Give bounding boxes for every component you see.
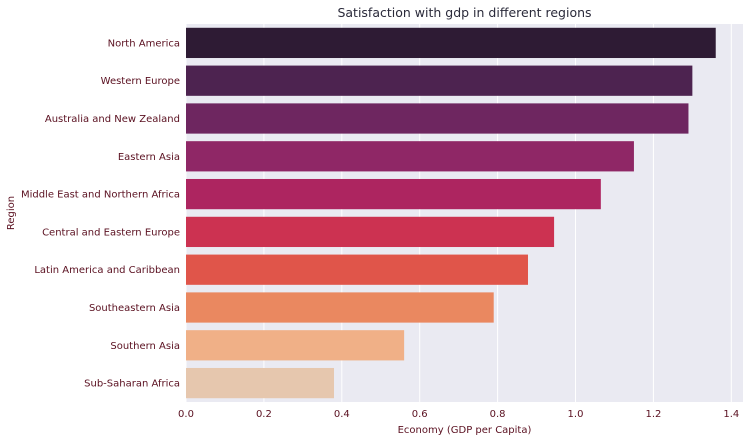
chart-title: Satisfaction with gdp in different regio…	[337, 5, 591, 20]
bar	[186, 27, 716, 59]
x-tick-label: 0.2	[256, 409, 272, 420]
bar	[186, 103, 689, 134]
bar	[186, 216, 555, 248]
y-tick-label: North America	[108, 38, 180, 49]
bar	[186, 254, 528, 285]
x-tick-label: 0.6	[412, 409, 428, 420]
bar	[186, 141, 634, 172]
x-tick-label: 0.0	[178, 409, 194, 420]
x-tick-label: 0.8	[490, 409, 506, 420]
x-tick-labels: 0.0 0.2 0.4 0.6 0.8 1.0 1.2 1.4	[178, 409, 739, 420]
bar	[186, 367, 335, 399]
y-tick-label: Western Europe	[101, 76, 180, 87]
y-tick-label: Southeastern Asia	[89, 303, 180, 314]
bar	[186, 330, 405, 361]
y-tick-label: Sub-Saharan Africa	[84, 379, 180, 390]
x-axis-title: Economy (GDP per Capita)	[398, 425, 532, 436]
y-tick-label: Australia and New Zealand	[45, 114, 180, 125]
x-tick-label: 1.0	[568, 409, 584, 420]
x-tick-label: 0.4	[334, 409, 350, 420]
bars	[186, 27, 716, 399]
bar	[186, 178, 601, 210]
y-tick-label: Latin America and Caribbean	[34, 265, 180, 276]
y-axis-title: Region	[6, 196, 17, 230]
x-tick-label: 1.4	[723, 409, 739, 420]
bar	[186, 292, 494, 323]
y-tick-label: Southern Asia	[110, 341, 180, 352]
bar	[186, 65, 693, 96]
x-tick-label: 1.2	[645, 409, 661, 420]
y-tick-label: Eastern Asia	[118, 152, 180, 163]
y-tick-label: Central and Eastern Europe	[42, 227, 180, 238]
y-tick-labels: North America Western Europe Australia and…	[21, 38, 180, 389]
y-tick-label: Middle East and Northern Africa	[21, 190, 180, 201]
